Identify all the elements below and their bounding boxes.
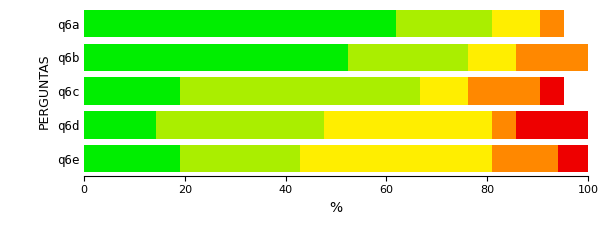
Bar bbox=[84, 77, 180, 105]
Bar bbox=[84, 145, 180, 172]
Bar bbox=[300, 145, 492, 172]
Bar bbox=[396, 10, 492, 37]
Bar bbox=[84, 44, 348, 71]
Bar bbox=[348, 44, 468, 71]
Bar bbox=[84, 111, 156, 139]
Bar bbox=[468, 44, 516, 71]
Bar bbox=[156, 111, 324, 139]
Bar bbox=[492, 145, 558, 172]
Bar bbox=[516, 44, 588, 71]
Bar bbox=[180, 77, 419, 105]
Bar bbox=[324, 111, 492, 139]
Bar bbox=[539, 77, 564, 105]
Bar bbox=[180, 145, 300, 172]
Bar bbox=[492, 111, 516, 139]
Bar bbox=[516, 111, 588, 139]
X-axis label: %: % bbox=[329, 201, 343, 215]
Bar bbox=[539, 10, 564, 37]
Bar bbox=[467, 77, 539, 105]
Bar bbox=[419, 77, 467, 105]
Y-axis label: PERGUNTAS: PERGUNTAS bbox=[38, 53, 51, 129]
Bar bbox=[558, 145, 600, 172]
Bar bbox=[84, 10, 396, 37]
Bar bbox=[492, 10, 539, 37]
